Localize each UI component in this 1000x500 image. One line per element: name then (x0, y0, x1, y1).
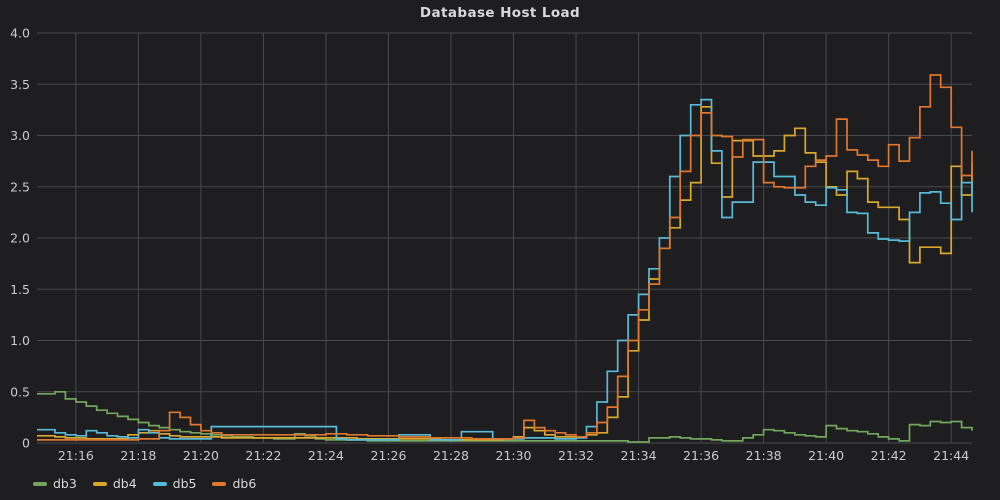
y-axis-tick-label: 1.0 (10, 333, 30, 348)
legend-item-db6[interactable]: db6 (212, 477, 256, 491)
y-axis-tick-label: 0 (22, 436, 30, 451)
x-axis-tick-label: 21:36 (683, 448, 719, 463)
y-axis-tick-label: 1.5 (10, 282, 30, 297)
series-line-db3 (37, 390, 973, 443)
x-axis-tick-label: 21:42 (871, 448, 907, 463)
legend-label-db3: db3 (53, 476, 77, 491)
x-axis-tick-label: 21:30 (495, 448, 531, 463)
y-axis-tick-label: 3.5 (10, 77, 30, 92)
y-axis-tick-label: 4.0 (10, 26, 30, 41)
x-axis-tick-label: 21:16 (58, 448, 94, 463)
series-line-db5 (37, 98, 973, 441)
x-axis-tick-label: 21:22 (245, 448, 281, 463)
y-axis-tick-label: 2.0 (10, 231, 30, 246)
y-axis-tick-label: 2.5 (10, 179, 30, 194)
legend-label-db6: db6 (232, 476, 257, 491)
legend-swatch-db4 (92, 482, 107, 486)
y-axis-tick-label: 0.5 (10, 384, 30, 399)
x-axis-tick-label: 21:40 (808, 448, 844, 463)
x-axis-tick-label: 21:20 (183, 448, 219, 463)
legend-swatch-db3 (33, 482, 47, 486)
x-axis-tick-label: 21:44 (933, 448, 969, 463)
y-axis-tick-label: 3.0 (10, 128, 30, 143)
legend-item-db4[interactable]: db4 (92, 476, 137, 491)
chart-legend: db3 db4 db5 db6 (33, 477, 256, 491)
legend-item-db5[interactable]: db5 (152, 476, 197, 491)
x-axis-tick-label: 21:18 (120, 448, 156, 463)
x-axis-tick-label: 21:38 (746, 448, 782, 463)
x-axis-tick-label: 21:32 (558, 448, 594, 463)
legend-label-db5: db5 (172, 476, 197, 491)
x-axis-tick-label: 21:28 (433, 448, 469, 463)
legend-label-db4: db4 (112, 476, 137, 491)
legend-item-db3[interactable]: db3 (33, 477, 77, 491)
legend-swatch-db6 (212, 482, 227, 486)
legend-swatch-db5 (152, 482, 167, 486)
x-axis-tick-label: 21:24 (308, 448, 344, 463)
series-line-db6 (37, 74, 973, 441)
x-axis-tick-label: 21:26 (370, 448, 406, 463)
chart-title: Database Host Load (419, 5, 581, 21)
x-axis-tick-label: 21:34 (621, 448, 657, 463)
